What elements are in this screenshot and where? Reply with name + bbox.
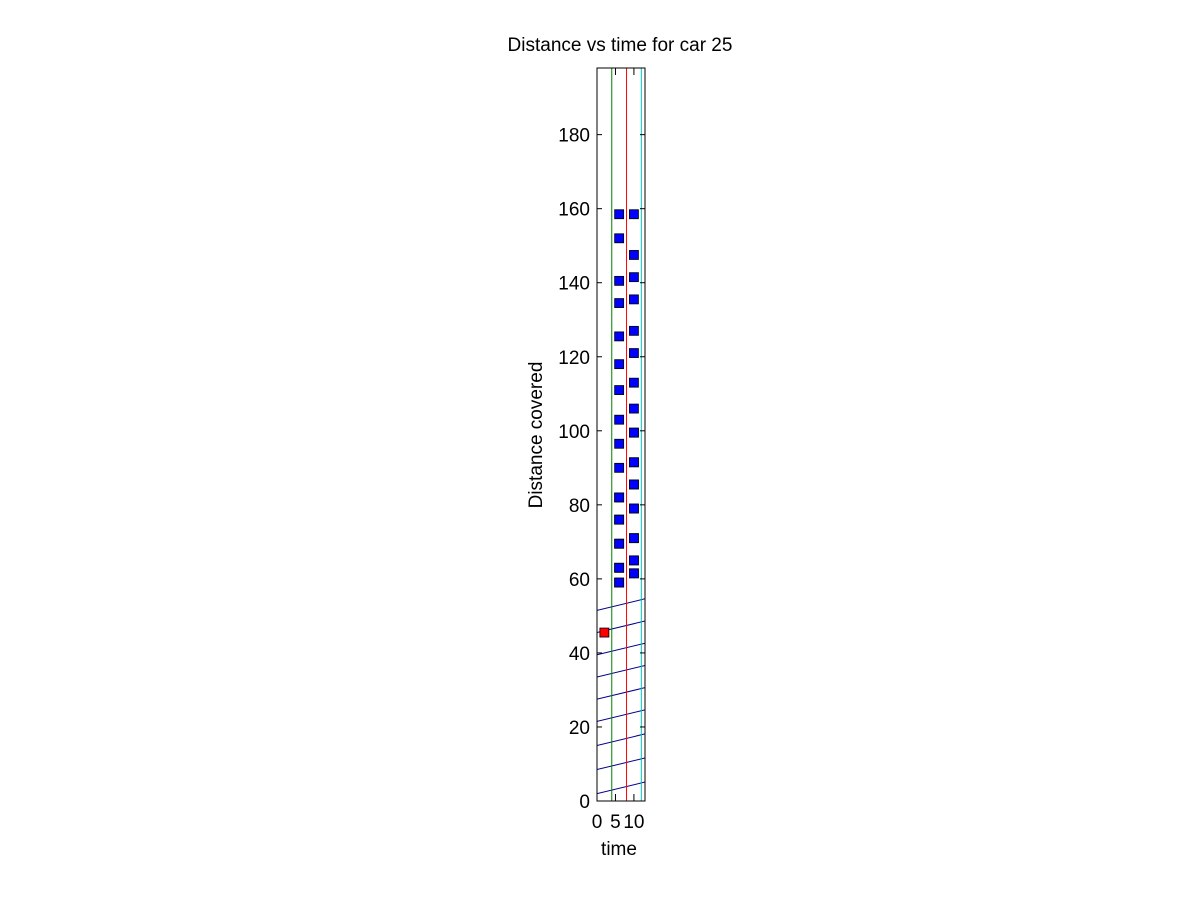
y-tick-label-0: 0 bbox=[579, 792, 590, 813]
data-point-s1-0 bbox=[599, 627, 610, 638]
plot-frame bbox=[596, 67, 646, 802]
data-point-s0-34 bbox=[629, 209, 639, 220]
data-point-s0-9 bbox=[614, 359, 625, 370]
y-tick-label-20: 20 bbox=[569, 718, 590, 739]
data-point-s0-30 bbox=[629, 325, 639, 336]
data-point-s0-7 bbox=[614, 414, 625, 425]
data-point-s0-32 bbox=[629, 272, 639, 283]
data-point-s0-10 bbox=[614, 331, 625, 342]
data-point-s0-36 bbox=[629, 555, 639, 566]
data-point-s0-38 bbox=[629, 503, 639, 514]
data-point-s0-18 bbox=[614, 514, 625, 525]
x-axis: 0 5 10 bbox=[592, 68, 644, 833]
data-point-s0-6 bbox=[614, 438, 625, 449]
data-point-s0-14 bbox=[614, 209, 625, 220]
y-tick-label-100: 100 bbox=[558, 422, 590, 443]
x-axis-label: time bbox=[601, 839, 637, 860]
data-point-s0-39 bbox=[629, 479, 639, 490]
trajectory-line-0 bbox=[597, 781, 645, 795]
y-tick-label-160: 160 bbox=[558, 200, 590, 221]
y-tick-label-40: 40 bbox=[569, 644, 590, 665]
data-point-s0-17 bbox=[614, 538, 625, 549]
plot-area bbox=[597, 68, 645, 801]
data-point-s0-15 bbox=[614, 577, 625, 588]
y-tick-label-80: 80 bbox=[569, 496, 590, 517]
trajectory-line-6 bbox=[597, 642, 645, 656]
chart-title: Distance vs time for car 25 bbox=[508, 35, 733, 56]
data-point-s0-5 bbox=[614, 462, 625, 473]
data-point-s0-11 bbox=[614, 298, 625, 308]
y-axis: 0 20 40 60 80 100 120 140 160 180 bbox=[558, 126, 645, 813]
data-point-s0-8 bbox=[614, 385, 625, 395]
data-point-s0-13 bbox=[614, 233, 625, 244]
data-point-s0-28 bbox=[629, 377, 639, 388]
y-tick-label-120: 120 bbox=[558, 348, 590, 369]
trajectory-line-8 bbox=[597, 598, 645, 611]
data-point-s0-41 bbox=[629, 427, 639, 438]
y-tick-label-60: 60 bbox=[569, 570, 590, 591]
x-tick-label-0: 0 bbox=[592, 812, 603, 833]
y-tick-label-140: 140 bbox=[558, 274, 590, 295]
trajectory-line-2 bbox=[597, 733, 645, 746]
trajectory-line-5 bbox=[597, 664, 645, 678]
y-tick-label-180: 180 bbox=[558, 126, 590, 147]
trajectory-line-4 bbox=[597, 687, 645, 700]
data-point-s0-29 bbox=[629, 348, 639, 358]
data-point-s0-27 bbox=[629, 403, 639, 414]
trajectory-line-3 bbox=[597, 709, 645, 722]
data-point-s0-37 bbox=[629, 533, 639, 544]
data-point-s0-12 bbox=[614, 275, 625, 286]
data-point-s0-33 bbox=[629, 250, 639, 260]
y-axis-label: Distance covered bbox=[526, 362, 547, 509]
x-tick-label-10: 10 bbox=[623, 812, 644, 833]
data-point-s0-16 bbox=[614, 562, 625, 573]
data-point-s0-31 bbox=[629, 294, 639, 305]
trajectory-line-1 bbox=[597, 757, 645, 771]
data-point-s0-35 bbox=[629, 568, 639, 579]
x-tick-label-5: 5 bbox=[610, 812, 621, 833]
data-point-s0-40 bbox=[629, 457, 639, 468]
data-point-s0-19 bbox=[614, 492, 625, 503]
